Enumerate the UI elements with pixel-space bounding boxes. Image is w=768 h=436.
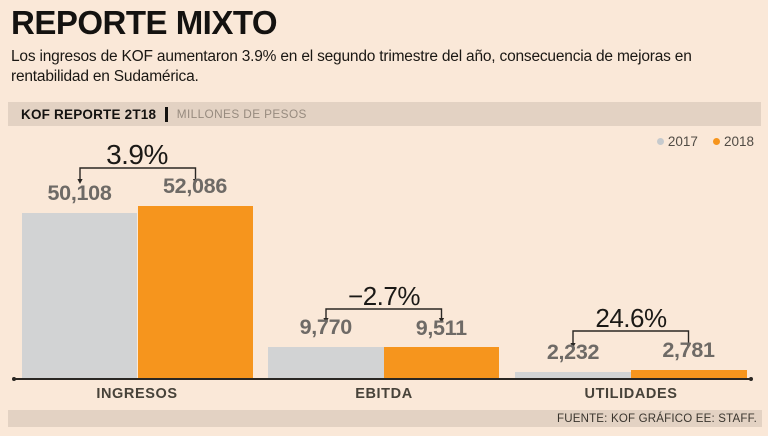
change-label-ingresos: 3.9% — [106, 139, 168, 170]
legend-dot-2017 — [656, 138, 664, 145]
bar-2017-ingresos — [22, 212, 137, 379]
category-ingresos: INGRESOS — [96, 386, 178, 402]
kicker-separator — [165, 106, 168, 122]
legend-item-2018: 2018 — [712, 134, 754, 149]
legend-label-2017: 2017 — [667, 134, 698, 149]
bar-2017-ebitda — [268, 346, 384, 379]
value-2018-utilidades: 2,781 — [662, 338, 715, 363]
legend-dot-2018 — [712, 138, 720, 145]
bracket-arrows-svg — [323, 308, 444, 323]
chart-unit: MILLONES DE PESOS — [176, 107, 307, 121]
change-bracket-ingresos — [75, 167, 201, 186]
page-title: REPORTE MIXTO — [11, 4, 278, 41]
source-strip: FUENTE: KOF GRÁFICO EE: STAFF. — [8, 410, 762, 427]
bar-2018-ebitda — [383, 347, 499, 379]
value-2017-utilidades: 2,232 — [546, 340, 600, 365]
bar-2017-utilidades — [515, 371, 631, 379]
value-2018-ebitda: 9,511 — [415, 315, 467, 340]
legend-label-2018: 2018 — [723, 134, 754, 149]
value-2018-ingresos: 52,086 — [163, 174, 227, 199]
chart-kicker: KOF REPORTE 2T18 — [21, 106, 157, 122]
legend-item-2017: 2017 — [656, 134, 698, 149]
baseline-right-dot — [748, 376, 753, 381]
subtitle: Los ingresos de KOF aumentaron 3.9% en e… — [11, 48, 692, 86]
chart-header-strip: KOF REPORTE 2T18 MILLONES DE PESOS — [8, 102, 761, 126]
category-ebitda: EBITDA — [355, 386, 413, 402]
bracket-arrows-svg — [76, 167, 198, 184]
baseline-axis — [14, 378, 751, 380]
bracket-arrows-svg — [570, 330, 692, 348]
bar-2018-ingresos — [137, 206, 253, 379]
change-bracket-utilidades — [568, 330, 694, 350]
legend: 2017 2018 — [656, 134, 754, 149]
value-2017-ebitda: 9,770 — [299, 314, 353, 339]
value-2017-ingresos: 50,108 — [47, 181, 112, 206]
category-utilidades: UTILIDADES — [584, 386, 678, 402]
change-bracket-ebitda — [321, 308, 447, 325]
source-text: FUENTE: KOF GRÁFICO EE: STAFF. — [556, 412, 757, 425]
change-label-utilidades: 24.6% — [595, 303, 667, 333]
baseline-left-dot — [11, 376, 16, 381]
bar-2018-utilidades — [630, 369, 747, 379]
change-label-ebitda: −2.7% — [348, 281, 420, 311]
